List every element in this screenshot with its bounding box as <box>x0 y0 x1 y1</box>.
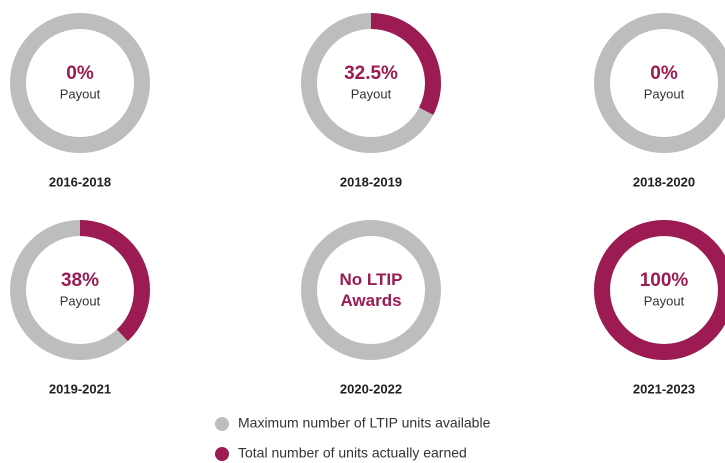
ring-earned <box>301 13 441 153</box>
donut: 0% Payout 2018-2020 <box>594 13 725 189</box>
ring-background <box>10 13 150 153</box>
ring-earned <box>594 220 725 360</box>
donut: 100% Payout 2021-2023 <box>594 220 725 396</box>
period-label: 2018-2020 <box>633 174 695 189</box>
donut: 38% Payout 2019-2021 <box>10 220 150 396</box>
donut: No LTIP Awards 2020-2022 <box>301 220 441 396</box>
legend-swatch <box>215 447 229 461</box>
payout-label: Payout <box>644 293 685 308</box>
legend-label: Maximum number of LTIP units available <box>238 415 491 431</box>
value-label: 0% <box>650 63 678 84</box>
legend-label: Total number of units actually earned <box>238 445 467 461</box>
period-label: 2021-2023 <box>633 381 695 396</box>
period-label: 2020-2022 <box>340 381 402 396</box>
annotation: No LTIP Awards <box>339 270 403 310</box>
legend-swatch <box>215 417 229 431</box>
payout-label: Payout <box>351 86 392 101</box>
ring-background <box>301 220 441 360</box>
ring-background <box>594 13 725 153</box>
ring-earned <box>10 220 150 360</box>
value-label: 0% <box>66 63 94 84</box>
donut: 0% Payout 2016-2018 <box>10 13 150 189</box>
annotation-box: No LTIP Awards <box>339 270 403 310</box>
value-label: 32.5% <box>344 63 398 84</box>
payout-label: Payout <box>60 86 101 101</box>
payout-label: Payout <box>644 86 685 101</box>
payout-label: Payout <box>60 293 101 308</box>
period-label: 2018-2019 <box>340 174 402 189</box>
value-label: 100% <box>640 270 689 291</box>
period-label: 2016-2018 <box>49 174 111 189</box>
period-label: 2019-2021 <box>49 381 111 396</box>
donut: 32.5% Payout 2018-2019 <box>301 13 441 189</box>
value-label: 38% <box>61 270 99 291</box>
